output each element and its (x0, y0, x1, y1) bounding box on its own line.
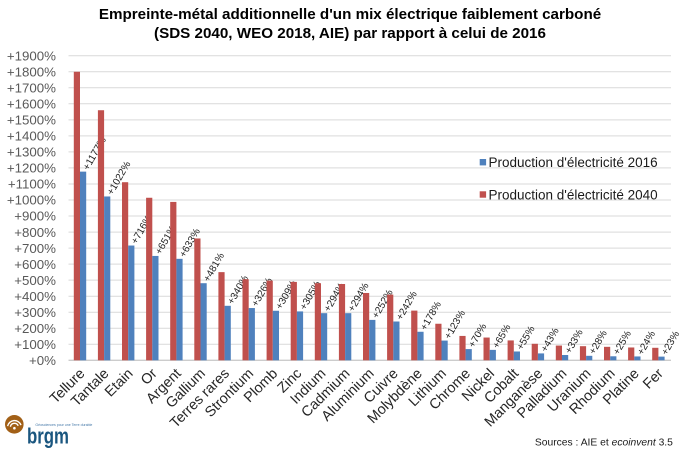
svg-text:(SDS 2040, WEO 2018, AIE) par: (SDS 2040, WEO 2018, AIE) par rapport à … (154, 25, 546, 42)
svg-text:+1700%: +1700% (7, 81, 56, 96)
svg-text:+1100%: +1100% (8, 177, 56, 192)
svg-text:brgm: brgm (27, 423, 69, 448)
svg-text:+200%: +200% (14, 321, 56, 336)
svg-text:+1800%: +1800% (7, 65, 56, 80)
svg-text:+400%: +400% (14, 289, 56, 304)
svg-text:+700%: +700% (14, 241, 56, 256)
svg-text:+1900%: +1900% (7, 48, 56, 63)
svg-text:+100%: +100% (14, 337, 56, 352)
svg-text:Sources : AIE et ecoinvent 3.5: Sources : AIE et ecoinvent 3.5 (535, 437, 673, 448)
svg-text:+900%: +900% (14, 209, 56, 224)
svg-text:Production d'électricité 2040: Production d'électricité 2040 (489, 188, 658, 203)
svg-text:+800%: +800% (14, 225, 56, 240)
svg-text:+500%: +500% (14, 273, 56, 288)
svg-text:+1200%: +1200% (7, 161, 56, 176)
svg-text:+0%: +0% (29, 353, 56, 368)
svg-text:+1600%: +1600% (7, 97, 56, 112)
svg-text:+1500%: +1500% (7, 113, 56, 128)
svg-text:+1000%: +1000% (7, 193, 56, 208)
svg-text:+300%: +300% (14, 305, 56, 320)
svg-text:+600%: +600% (14, 257, 56, 272)
svg-text:Production d'électricité 2016: Production d'électricité 2016 (489, 155, 658, 170)
svg-text:+1300%: +1300% (7, 145, 56, 160)
svg-text:Empreinte-métal additionnelle: Empreinte-métal additionnelle d'un mix é… (99, 6, 601, 23)
svg-text:Géosciences pour une Terre dur: Géosciences pour une Terre durable (35, 423, 92, 427)
svg-text:+1400%: +1400% (7, 129, 56, 144)
